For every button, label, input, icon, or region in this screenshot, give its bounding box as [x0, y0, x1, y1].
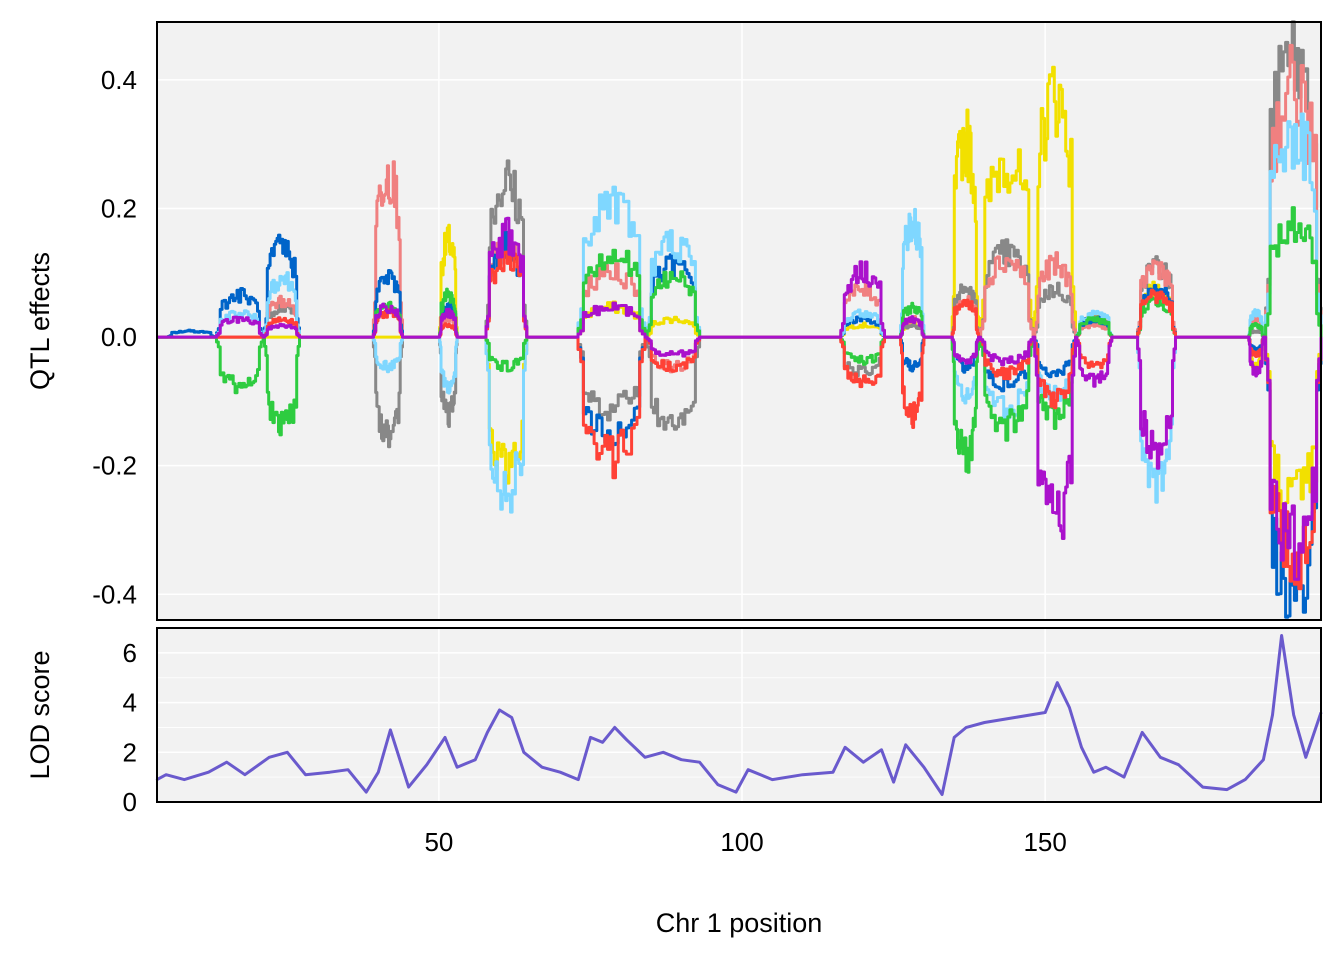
lod-point: [1122, 775, 1126, 779]
lod-point: [1244, 778, 1247, 781]
effect-series-line-5: [157, 112, 1323, 514]
lod-point: [559, 771, 562, 774]
lod-point: [540, 766, 544, 769]
lod-point: [207, 771, 210, 774]
lod-point: [328, 771, 331, 774]
lod-point: [1068, 706, 1071, 709]
lod-point: [365, 790, 368, 794]
lod-point: [425, 763, 428, 766]
lod-point: [625, 738, 628, 742]
lod-y-axis-title: LOD score: [25, 650, 55, 779]
lod-series-group: [155, 634, 1323, 796]
effects-series-group: [157, 20, 1323, 619]
lod-point: [243, 773, 247, 776]
lod-point: [801, 773, 804, 776]
lod-point: [862, 761, 865, 764]
effects-y-tick-label: -0.2: [92, 451, 137, 481]
lod-point: [389, 728, 392, 732]
effects-y-axis-title: QTL effects: [25, 252, 55, 390]
lod-point: [1177, 763, 1180, 766]
lod-point: [1141, 731, 1144, 734]
lod-point: [455, 766, 459, 769]
lod-y-tick-label: 0: [123, 787, 137, 817]
lod-point: [680, 758, 683, 761]
effects-y-ticks: -0.4 -0.2 0.0 0.2 0.4: [92, 65, 137, 609]
lod-y-tick-label: 6: [123, 638, 137, 668]
x-axis-title: Chr 1 position: [656, 908, 823, 938]
lod-point: [716, 783, 719, 786]
lod-point: [746, 768, 750, 771]
lod-point: [965, 726, 968, 729]
lod-point: [892, 780, 895, 784]
lod-point: [286, 751, 289, 754]
effects-y-tick-label: -0.4: [92, 579, 137, 609]
lod-point: [486, 731, 489, 734]
lod-point: [904, 743, 907, 746]
effect-series-line-8: [157, 216, 1323, 581]
lod-point: [183, 778, 186, 781]
effects-y-tick-label: 0.2: [101, 193, 137, 223]
lod-point: [1271, 713, 1274, 717]
lod-point: [510, 716, 513, 719]
lod-point: [1092, 771, 1095, 774]
lod-score-line: [156, 634, 1323, 796]
x-ticks: 50 100 150: [424, 827, 1066, 857]
lod-point: [1013, 716, 1016, 719]
effects-y-tick-label: 0.4: [101, 65, 137, 95]
lod-y-tick-label: 2: [123, 737, 137, 767]
lod-point: [831, 771, 835, 774]
lod-point: [377, 771, 380, 774]
lod-point: [1292, 713, 1295, 717]
lod-point: [498, 708, 501, 712]
lod-point: [1159, 756, 1162, 759]
lod-panel-background: [157, 628, 1321, 802]
lod-point: [880, 748, 883, 751]
lod-point: [953, 736, 956, 739]
x-tick-label: 100: [720, 827, 763, 857]
lod-point: [613, 726, 616, 729]
lod-point: [443, 736, 447, 739]
x-tick-label: 50: [424, 827, 453, 857]
lod-y-tick-label: 4: [123, 688, 137, 718]
lod-point: [734, 790, 738, 794]
lod-point: [922, 766, 926, 769]
lod-point: [1225, 788, 1229, 791]
lod-point: [1044, 711, 1047, 714]
lod-point: [164, 773, 168, 776]
x-tick-label: 150: [1023, 827, 1066, 857]
lod-point: [268, 756, 271, 759]
lod-point: [407, 785, 410, 789]
lod-point: [304, 773, 307, 776]
effects-panel-border: [156, 21, 1322, 621]
lod-point: [843, 746, 847, 749]
lod-point: [589, 736, 592, 739]
lod-point: [1262, 758, 1265, 761]
lod-point: [643, 756, 647, 759]
lod-point: [225, 761, 228, 764]
lod-panel-border: [156, 627, 1322, 803]
lod-point: [940, 793, 944, 796]
lod-point: [346, 768, 350, 771]
lod-point: [983, 721, 986, 724]
effects-panel-background: [157, 22, 1321, 620]
lod-point: [1304, 756, 1308, 759]
lod-point: [1201, 785, 1205, 789]
lod-point: [577, 778, 580, 781]
lod-point: [1280, 634, 1283, 637]
lod-point: [1080, 746, 1083, 749]
lod-point: [1104, 766, 1108, 769]
effects-y-tick-label: 0.0: [101, 322, 137, 352]
lod-point: [698, 761, 701, 764]
lod-point: [662, 751, 665, 754]
lod-point: [474, 758, 477, 761]
lod-point: [1056, 681, 1059, 684]
lod-point: [522, 751, 525, 754]
lod-point: [601, 741, 604, 744]
lod-point: [771, 778, 774, 781]
lod-y-ticks: 0 2 4 6: [123, 638, 137, 817]
